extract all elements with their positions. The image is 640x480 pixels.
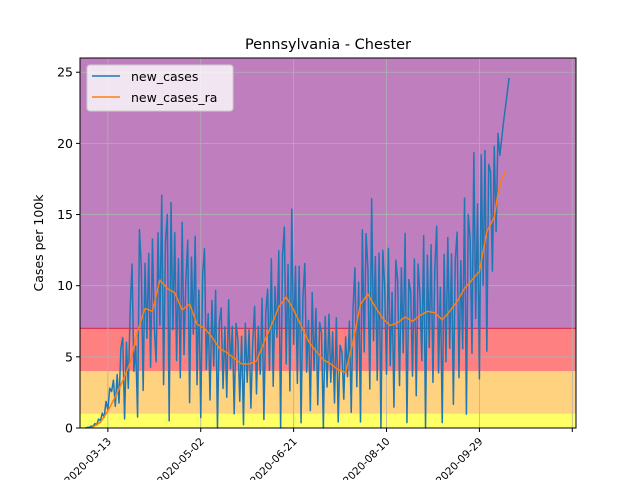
legend-box [86,64,234,112]
legend: new_cases new_cases_ra [86,64,234,112]
axes-frame [79,57,577,429]
series-line-new-cases-ra [90,171,507,429]
x-tick-label: 2020-06-21 [248,436,300,480]
band-0 [80,413,576,428]
y-tick-label: 5 [65,349,73,364]
x-tick-label: 2020-09-29 [434,436,486,480]
y-tick-label: 15 [57,207,73,222]
series-line-new-cases [85,77,510,429]
x-tick-label: 2020-08-10 [341,436,393,480]
legend-label-new-cases-ra: new_cases_ra [131,90,217,105]
y-tick-label: 25 [57,65,73,80]
y-axis-label: Cases per 100k [31,194,46,292]
x-axis: 2020-03-13 2020-05-02 2020-06-21 2020-08-10… [62,428,573,480]
y-tick-label: 10 [57,278,73,293]
x-tick-label: 2020-05-02 [155,436,207,480]
x-tick-label: 2020-03-13 [62,436,114,480]
y-axis: 0 5 10 15 20 25 [57,65,80,436]
y-tick-label: 0 [65,421,73,436]
y-tick-label: 20 [57,136,73,151]
chart-title: Pennsylvania - Chester [245,37,411,53]
legend-label-new-cases: new_cases [131,69,198,84]
series-lines [85,77,510,429]
